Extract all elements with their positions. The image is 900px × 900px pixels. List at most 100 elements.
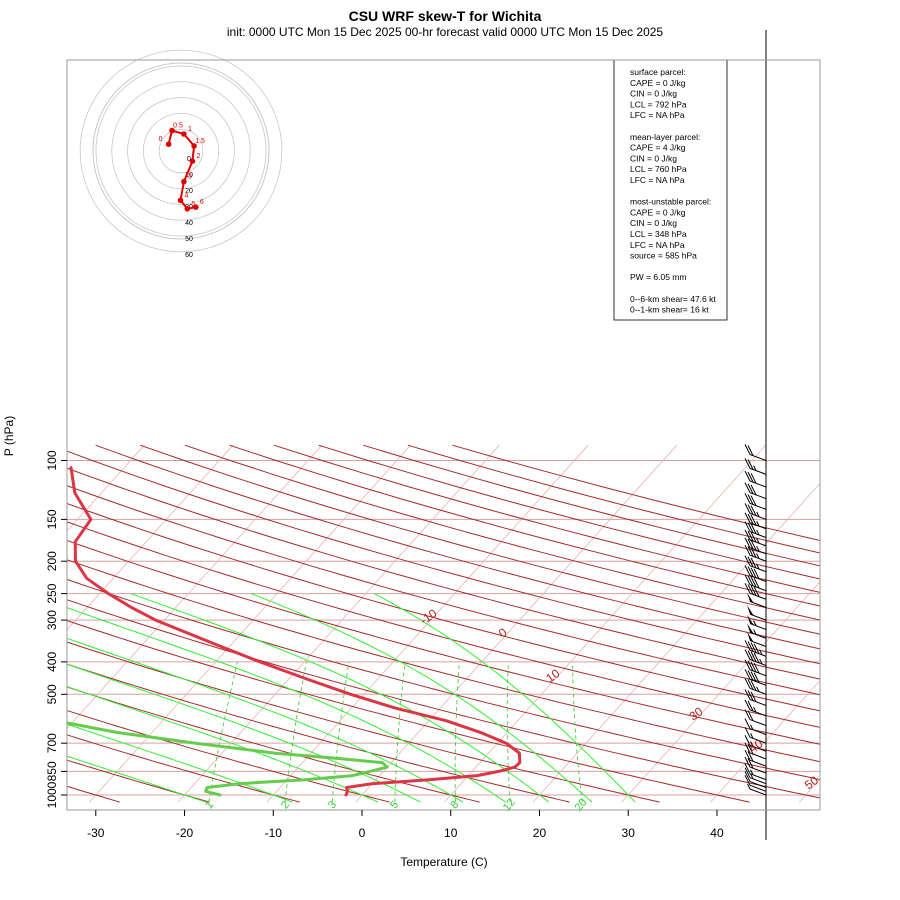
wind-barb-pennant bbox=[747, 614, 754, 626]
dry-adiabat-line bbox=[67, 502, 820, 712]
wind-barb bbox=[744, 537, 767, 555]
wind-barb bbox=[744, 756, 767, 774]
wind-barb bbox=[744, 555, 767, 573]
wind-barb-flag bbox=[750, 691, 757, 703]
wind-barb-flag bbox=[750, 661, 757, 673]
wind-barb-flag bbox=[744, 678, 751, 689]
wind-barb-half-flag bbox=[756, 686, 760, 692]
info-box-line: CIN = 0 J/kg bbox=[630, 153, 677, 163]
hodograph-ring bbox=[158, 128, 204, 174]
wind-barb-flag bbox=[753, 568, 760, 580]
wind-barb-flag bbox=[744, 444, 751, 455]
wind-barb bbox=[744, 678, 767, 695]
info-box-line: surface parcel: bbox=[630, 67, 686, 77]
chart-title: CSU WRF skew-T for Wichita bbox=[349, 8, 542, 24]
wind-barb bbox=[744, 767, 767, 785]
wind-barb-flag bbox=[744, 649, 751, 660]
hodograph-ring-label: 60 bbox=[185, 252, 193, 259]
hodograph-point bbox=[189, 158, 196, 164]
info-box-line: 0--1-km shear= 16 kt bbox=[630, 305, 709, 315]
hodograph-background bbox=[92, 62, 270, 240]
isotherm-line bbox=[444, 444, 766, 803]
wind-barb-flag bbox=[750, 539, 757, 551]
wind-barb-flag bbox=[747, 670, 754, 681]
wind-barb-flag bbox=[744, 767, 751, 778]
wind-barb-flag bbox=[747, 679, 754, 690]
hodograph-point-label: 2 bbox=[196, 153, 200, 160]
dry-adiabat-line bbox=[67, 785, 120, 803]
wind-barb bbox=[744, 763, 767, 781]
wind-barb-flag bbox=[747, 504, 754, 515]
wind-barb-flag bbox=[744, 659, 751, 670]
dry-adiabat-line bbox=[67, 467, 820, 680]
wind-barb-flag bbox=[744, 718, 751, 729]
wind-barb-flag bbox=[750, 671, 757, 682]
wind-barb-flag bbox=[750, 547, 757, 558]
hodograph-ring-label: 20 bbox=[185, 188, 193, 195]
wind-barb-flag bbox=[747, 710, 754, 721]
moist-adiabat-line bbox=[67, 686, 379, 803]
hodograph-point-label: 6 bbox=[200, 199, 204, 206]
wind-barb-flag bbox=[747, 546, 754, 557]
wind-barb-flag bbox=[744, 493, 751, 504]
wind-barb-half-flag bbox=[756, 538, 760, 544]
mixing-ratio-line bbox=[454, 661, 460, 803]
y-tick-label: 700 bbox=[45, 733, 59, 753]
mixing-ratio-label: 8 bbox=[448, 799, 461, 811]
wind-barb bbox=[744, 482, 767, 500]
hodograph-point bbox=[193, 204, 199, 210]
dry-adiabat-line bbox=[67, 663, 570, 803]
wind-barb-flag bbox=[750, 576, 757, 588]
wind-barb bbox=[744, 689, 767, 706]
wind-barb bbox=[744, 503, 767, 520]
wind-barb bbox=[744, 775, 767, 792]
wind-barb bbox=[744, 742, 767, 760]
wind-barb-flag bbox=[744, 555, 751, 566]
wind-barb-pennant bbox=[747, 605, 754, 617]
isotherm-line bbox=[89, 444, 411, 803]
wind-barb-flag bbox=[744, 689, 751, 700]
wind-barb-flag bbox=[747, 459, 754, 470]
y-tick-label: 400 bbox=[45, 652, 59, 672]
dry-adiabat-line bbox=[67, 641, 660, 803]
wind-barb-flag bbox=[744, 756, 751, 768]
wind-barb-flag bbox=[744, 669, 751, 680]
wind-barb-staff bbox=[749, 784, 767, 792]
chart-subtitle: init: 0000 UTC Mon 15 Dec 2025 00-hr for… bbox=[227, 25, 664, 39]
hodograph-point bbox=[169, 127, 175, 134]
dry-adiabat-line bbox=[407, 444, 820, 554]
wind-barb-flag bbox=[747, 566, 754, 577]
wind-barb bbox=[747, 592, 767, 608]
wind-barb-half-flag bbox=[756, 563, 760, 570]
wind-barb-flag bbox=[744, 458, 751, 469]
wind-barb-flag bbox=[744, 709, 751, 720]
wind-barb bbox=[744, 493, 767, 510]
dry-adiabat-line bbox=[67, 710, 390, 803]
wind-barb-flag bbox=[744, 503, 751, 514]
isotherm-label: 10 bbox=[543, 666, 562, 685]
wind-barb-half-flag bbox=[756, 553, 760, 559]
wind-barb-half-flag bbox=[747, 783, 751, 790]
wind-barb-pennant bbox=[747, 623, 754, 635]
x-tick-label: 20 bbox=[533, 826, 547, 840]
wind-barb-flag bbox=[750, 505, 757, 516]
mixing-ratio-line bbox=[394, 661, 406, 803]
wind-barb-flag bbox=[744, 537, 751, 548]
wind-barb-flag bbox=[744, 482, 751, 493]
wind-barb-flag bbox=[744, 699, 751, 711]
dry-adiabat-line bbox=[95, 444, 820, 650]
wind-barb-flag bbox=[744, 742, 751, 754]
dry-adiabat-line bbox=[184, 444, 820, 621]
wind-barb-flag bbox=[753, 586, 760, 597]
y-axis-label: P (hPa) bbox=[2, 416, 16, 456]
wind-barb-flag bbox=[753, 577, 760, 589]
wind-barb-half-flag bbox=[750, 769, 754, 776]
wind-barb-pennant bbox=[747, 592, 754, 604]
wind-barb-flag bbox=[750, 557, 757, 569]
wind-barb-flag bbox=[747, 556, 754, 568]
wind-barb bbox=[744, 544, 767, 562]
mixing-ratio-line bbox=[572, 661, 583, 803]
